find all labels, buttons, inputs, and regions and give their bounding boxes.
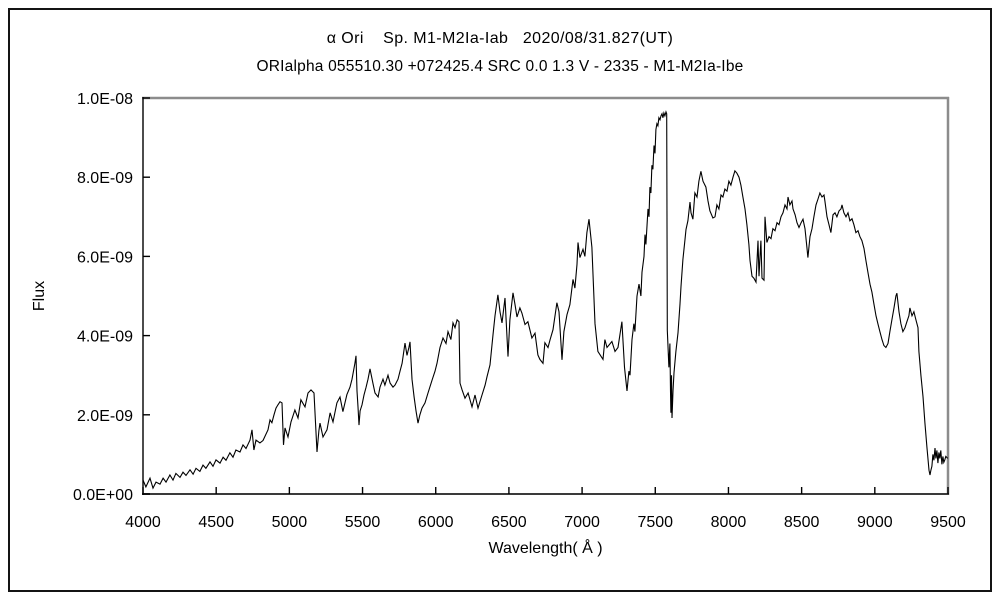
x-tick-label: 6000 bbox=[418, 514, 454, 531]
y-tick-label: 6.0E-09 bbox=[77, 249, 133, 266]
x-tick-label: 9000 bbox=[857, 514, 893, 531]
y-tick-label: 1.0E-08 bbox=[77, 91, 133, 108]
chart-title-line2: ORIalpha 055510.30 +072425.4 SRC 0.0 1.3… bbox=[256, 58, 744, 75]
x-tick-label: 4000 bbox=[125, 514, 161, 531]
y-tick-label: 8.0E-09 bbox=[77, 170, 133, 187]
y-tick-label: 2.0E-09 bbox=[77, 408, 133, 425]
x-tick-label: 7000 bbox=[564, 514, 600, 531]
x-axis-ticks: 4000 4500 5000 5500 6000 6500 7000 7500 8000 8500… bbox=[125, 487, 966, 531]
x-tick-label: 8500 bbox=[784, 514, 820, 531]
x-tick-label: 6500 bbox=[491, 514, 527, 531]
x-tick-label: 4500 bbox=[198, 514, 234, 531]
x-axis-title: Wavelength( Å ) bbox=[488, 540, 603, 557]
chart-title-line1: α Ori Sp. M1-M2Ia-Iab 2020/08/31.827(UT) bbox=[326, 30, 674, 47]
y-tick-label: 4.0E-09 bbox=[77, 329, 133, 346]
outer-frame bbox=[8, 8, 992, 592]
y-tick-label: 0.0E+00 bbox=[73, 487, 133, 504]
x-tick-label: 7500 bbox=[637, 514, 673, 531]
y-axis-ticks: 0.0E+00 2.0E-09 4.0E-09 6.0E-09 8.0E-09 1.0E-… bbox=[73, 91, 150, 504]
spectrum-line bbox=[142, 110, 949, 490]
x-tick-label: 9500 bbox=[930, 514, 966, 531]
x-tick-label: 8000 bbox=[711, 514, 747, 531]
x-tick-label: 5500 bbox=[345, 514, 381, 531]
x-tick-label: 5000 bbox=[272, 514, 308, 531]
